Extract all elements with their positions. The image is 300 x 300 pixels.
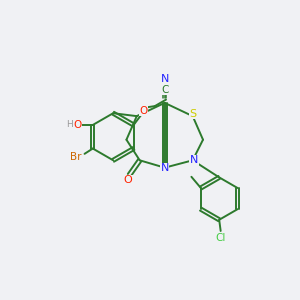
Text: N: N xyxy=(160,74,169,84)
Text: H: H xyxy=(66,121,73,130)
Text: O: O xyxy=(73,120,81,130)
Text: O: O xyxy=(124,175,132,185)
Text: S: S xyxy=(189,109,196,119)
Text: N: N xyxy=(160,163,169,173)
Text: Cl: Cl xyxy=(215,233,226,243)
Text: C: C xyxy=(161,85,168,94)
Text: O: O xyxy=(140,106,148,116)
Text: Br: Br xyxy=(70,152,82,162)
Text: N: N xyxy=(190,155,198,165)
